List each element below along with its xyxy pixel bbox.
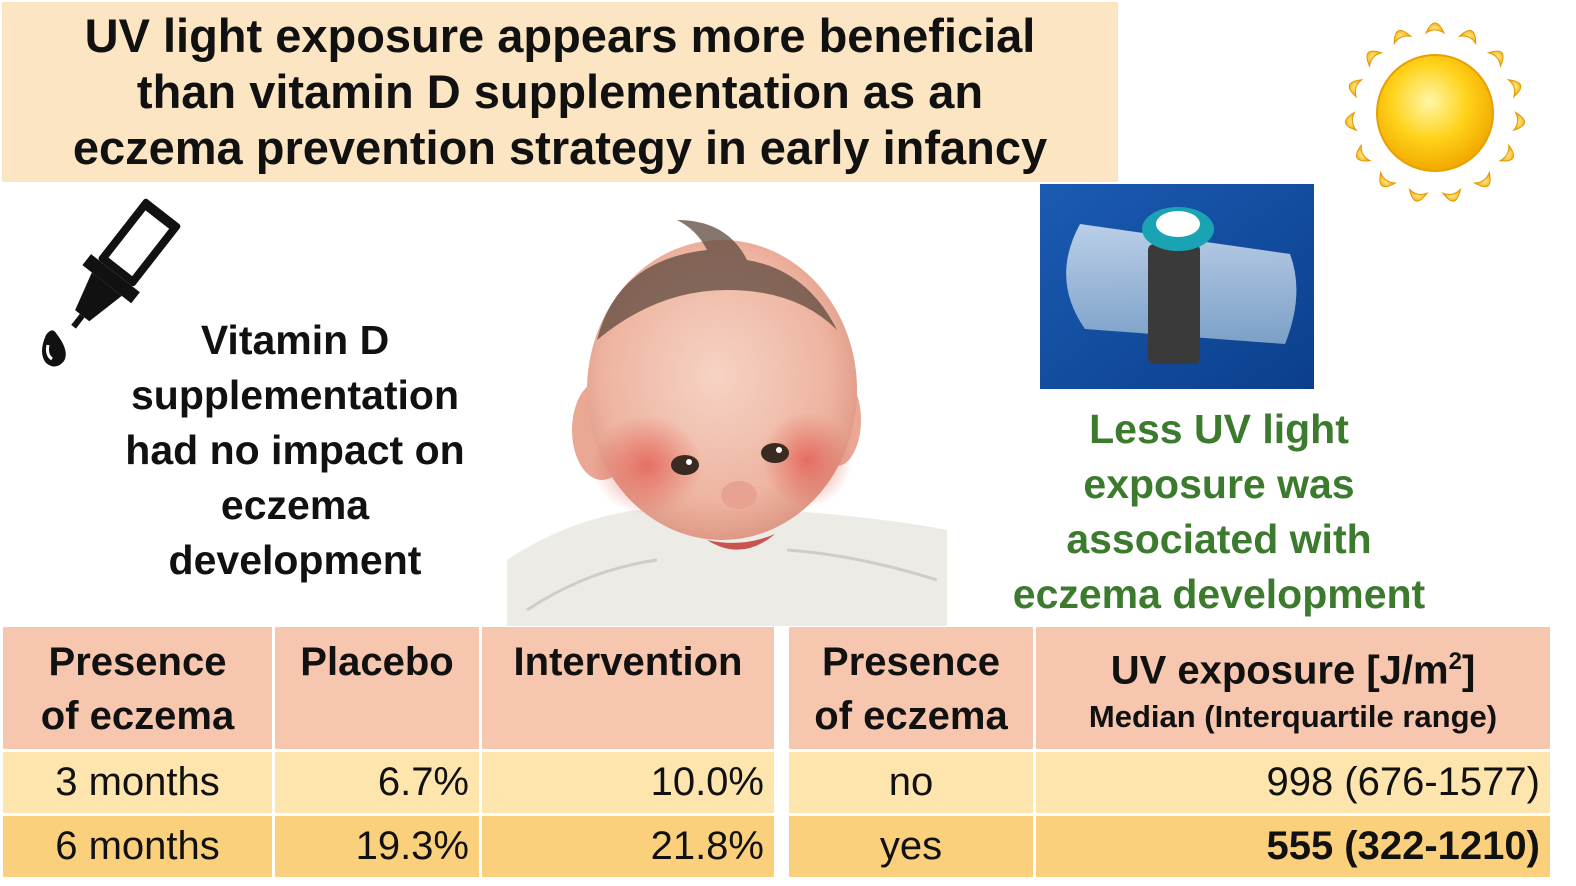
- baby-photo: [507, 220, 947, 626]
- table-cell: yes: [789, 816, 1033, 877]
- table-header-row: Presence of eczema UV exposure [J/m2] Me…: [789, 627, 1550, 749]
- table-row: yes 555 (322-1210): [789, 816, 1550, 877]
- dropper-icon: [42, 198, 181, 367]
- uv-header-text: UV exposure [J/m: [1110, 648, 1449, 693]
- uv-header-close: ]: [1461, 648, 1476, 693]
- title-line-3: eczema prevention strategy in early infa…: [72, 121, 1048, 174]
- title-box: UV light exposure appears more beneficia…: [2, 2, 1118, 182]
- sun-icon: [1344, 22, 1526, 202]
- vitamin-d-line: development: [168, 537, 422, 583]
- uv-subheader: Median (Interquartile range): [1088, 699, 1498, 735]
- header-placebo: Placebo: [275, 627, 479, 749]
- table-cell: 555 (322-1210): [1036, 816, 1550, 877]
- header-text: of eczema: [40, 694, 235, 738]
- vitamin-d-text: Vitamin D supplementation had no impact …: [80, 313, 510, 588]
- header-text: Presence: [822, 640, 1000, 684]
- title-line-1: UV light exposure appears more beneficia…: [84, 9, 1036, 62]
- table-cell: 19.3%: [275, 816, 479, 877]
- uv-exposure-table: Presence of eczema UV exposure [J/m2] Me…: [786, 624, 1553, 880]
- header-intervention: Intervention: [482, 627, 774, 749]
- table-cell: 6 months: [3, 816, 272, 877]
- header-text: of eczema: [814, 694, 1008, 738]
- uv-text-line: eczema development: [1012, 571, 1426, 617]
- uv-header-sup: 2: [1448, 648, 1462, 675]
- header-presence-of-eczema: Presence of eczema: [3, 627, 272, 749]
- uv-text-line: associated with: [1066, 516, 1372, 562]
- uv-sensor-photo: [1040, 184, 1314, 389]
- vitamin-d-line: eczema: [220, 482, 370, 528]
- vitamin-d-line: had no impact on: [125, 427, 465, 473]
- table-cell: 10.0%: [482, 752, 774, 813]
- header-uv-exposure: UV exposure [J/m2] Median (Interquartile…: [1036, 627, 1550, 749]
- table-row: 6 months 19.3% 21.8%: [3, 816, 774, 877]
- table-cell: no: [789, 752, 1033, 813]
- title-line-2: than vitamin D supplementation as an: [136, 65, 984, 118]
- vitamin-d-line: Vitamin D: [200, 317, 390, 363]
- uv-text-line: Less UV light: [1089, 406, 1349, 452]
- table-cell: 6.7%: [275, 752, 479, 813]
- table-row: no 998 (676-1577): [789, 752, 1550, 813]
- table-row: 3 months 6.7% 10.0%: [3, 752, 774, 813]
- header-presence-of-eczema: Presence of eczema: [789, 627, 1033, 749]
- header-text: Presence: [48, 640, 227, 684]
- table-cell: 21.8%: [482, 816, 774, 877]
- vitamin-d-table: Presence of eczema Placebo Intervention …: [0, 624, 777, 880]
- table-header-row: Presence of eczema Placebo Intervention: [3, 627, 774, 749]
- uv-text: Less UV light exposure was associated wi…: [960, 402, 1478, 622]
- uv-text-line: exposure was: [1083, 461, 1355, 507]
- table-cell: 998 (676-1577): [1036, 752, 1550, 813]
- table-cell: 3 months: [3, 752, 272, 813]
- vitamin-d-line: supplementation: [130, 372, 460, 418]
